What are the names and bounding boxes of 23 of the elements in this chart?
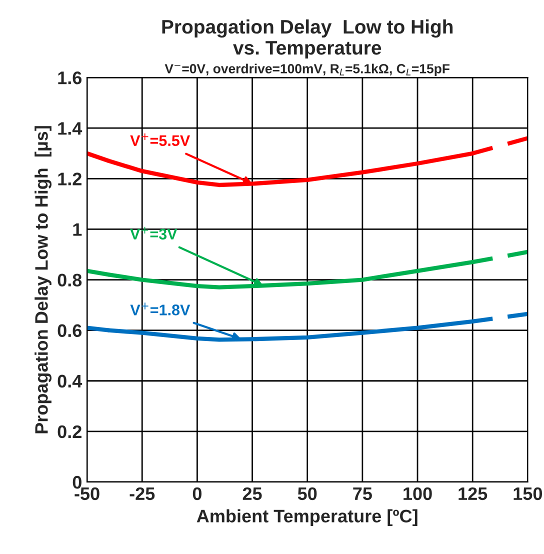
y-tick-label: 0.4 [58, 374, 82, 388]
y-tick-label: 0.6 [58, 324, 82, 338]
x-tick-label: 25 [242, 487, 262, 500]
x-tick-label: 75 [353, 488, 372, 500]
x-tick-label: 100 [404, 487, 432, 500]
y-tick-label: 1 [73, 223, 82, 236]
y-tick-label: 0.2 [58, 425, 82, 438]
y-tick-label: 0 [72, 476, 82, 489]
chart-title: Propagation Delay Low to High vs. Temperature [162, 19, 453, 59]
x-tick-label: 0 [192, 487, 202, 500]
y-tick-label: 1.2 [58, 172, 82, 186]
y-axis-title: Propagation Delay Low to High [µs] [34, 126, 52, 434]
x-axis-title: Ambient Temperature [ºC] [196, 509, 418, 526]
x-tick-label: -50 [74, 487, 100, 500]
y-tick-label: 1.4 [58, 122, 82, 135]
x-tick-label: -25 [130, 487, 155, 500]
y-tick-label: 0.8 [58, 274, 82, 286]
x-tick-label: 150 [514, 487, 542, 500]
y-tick-label: 1.6 [58, 71, 82, 84]
chart-subtitle: V$^{−}$=0V, overdrive=100mV, R$_{L}$=5.1kΩ, C$_{L}$=15pF [164, 64, 450, 76]
annotation: V$^{+}$=3V [130, 226, 178, 240]
x-tick-label: 50 [298, 487, 317, 500]
x-tick-label: 125 [458, 487, 488, 500]
